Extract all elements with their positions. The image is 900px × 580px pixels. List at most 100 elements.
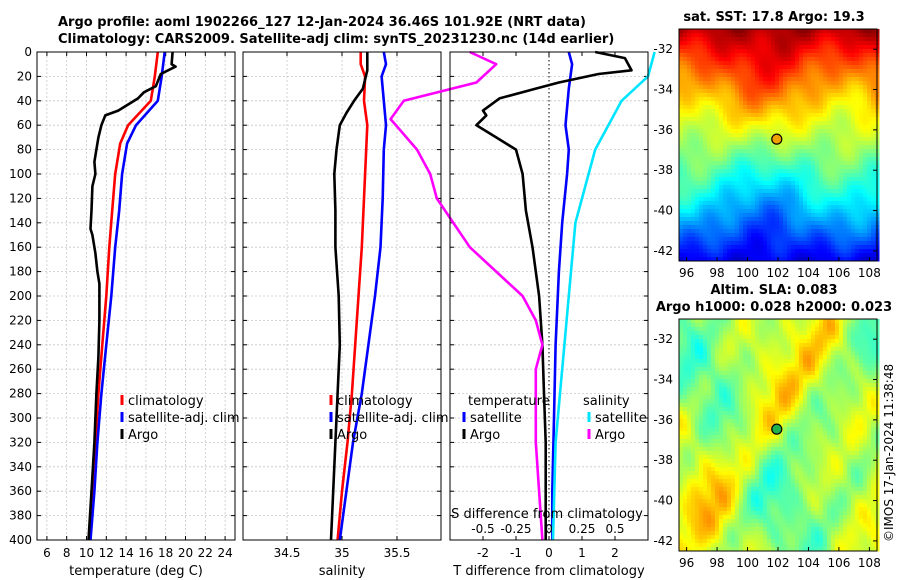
map-cell (811, 69, 816, 74)
map-cell (799, 229, 804, 234)
map-cell (811, 93, 816, 98)
map-cell (723, 177, 728, 182)
map-cell (859, 137, 864, 142)
map-cell (791, 387, 796, 392)
map-cell (811, 213, 816, 218)
map-cell (687, 237, 692, 242)
map-cell (679, 359, 684, 364)
map-cell (851, 197, 856, 202)
map-cell (811, 323, 816, 328)
map-cell (795, 65, 800, 70)
map-cell (775, 45, 780, 50)
map-cell (755, 185, 760, 190)
map-cell (751, 189, 756, 194)
map-cell (771, 249, 776, 254)
map-cell (835, 387, 840, 392)
map-cell (819, 331, 824, 336)
map-cell (791, 347, 796, 352)
map-cell (779, 89, 784, 94)
map-cell (771, 363, 776, 368)
map-cell (795, 241, 800, 246)
map-cell (783, 423, 788, 428)
map-cell (847, 89, 852, 94)
map-cell (783, 343, 788, 348)
map-cell (679, 109, 684, 114)
map-cell (779, 455, 784, 460)
map-cell (755, 169, 760, 174)
map-cell (819, 65, 824, 70)
map-cell (791, 439, 796, 444)
map-cell (819, 319, 824, 324)
map-cell (723, 53, 728, 58)
map-cell (775, 145, 780, 150)
map-cell (739, 367, 744, 372)
map-cell (795, 149, 800, 154)
map-cell (735, 161, 740, 166)
map-cell (695, 331, 700, 336)
map-title: sat. SST: 17.8 Argo: 19.3 (683, 10, 864, 25)
map-cell (839, 157, 844, 162)
map-cell (711, 451, 716, 456)
map-cell (815, 33, 820, 38)
map-cell (703, 173, 708, 178)
map-cell (863, 367, 868, 372)
map-cell (719, 407, 724, 412)
map-cell (695, 359, 700, 364)
map-cell (719, 443, 724, 448)
map-cell (775, 97, 780, 102)
map-cell (687, 407, 692, 412)
map-cell (743, 165, 748, 170)
map-cell (695, 161, 700, 166)
map-cell (783, 221, 788, 226)
map-cell (847, 327, 852, 332)
map-cell (739, 169, 744, 174)
map-cell (839, 65, 844, 70)
map-cell (719, 359, 724, 364)
map-cell (843, 359, 848, 364)
map-cell (835, 189, 840, 194)
map-cell (735, 363, 740, 368)
map-cell (719, 57, 724, 62)
map-cell (715, 387, 720, 392)
map-cell (795, 45, 800, 50)
map-cell (855, 213, 860, 218)
map-cell (711, 185, 716, 190)
map-cell (831, 415, 836, 420)
map-cell (843, 57, 848, 62)
map-cell (839, 375, 844, 380)
map-cell (723, 181, 728, 186)
map-cell (711, 133, 716, 138)
map-cell (711, 391, 716, 396)
map-cell (735, 89, 740, 94)
map-cell (791, 225, 796, 230)
map-cell (799, 359, 804, 364)
map-cell (847, 141, 852, 146)
map-cell (735, 443, 740, 448)
map-cell (699, 339, 704, 344)
map-cell (799, 423, 804, 428)
map-cell (867, 169, 872, 174)
map-cell (723, 253, 728, 258)
map-cell (727, 205, 732, 210)
x-tick-label: 96 (679, 266, 694, 280)
map-cell (835, 245, 840, 250)
map-cell (759, 379, 764, 384)
map-cell (847, 77, 852, 82)
map-cell (871, 89, 876, 94)
map-cell (835, 229, 840, 234)
map-cell (795, 61, 800, 66)
map-cell (871, 205, 876, 210)
map-cell (867, 145, 872, 150)
map-cell (795, 319, 800, 324)
map-cell (851, 399, 856, 404)
map-cell (767, 161, 772, 166)
x-tick-label: 24 (217, 546, 232, 560)
map-cell (695, 77, 700, 82)
y-tick-label: 380 (9, 509, 32, 523)
map-cell (799, 93, 804, 98)
map-cell (787, 403, 792, 408)
map-cell (723, 221, 728, 226)
map-cell (787, 217, 792, 222)
map-cell (835, 351, 840, 356)
map-cell (719, 209, 724, 214)
